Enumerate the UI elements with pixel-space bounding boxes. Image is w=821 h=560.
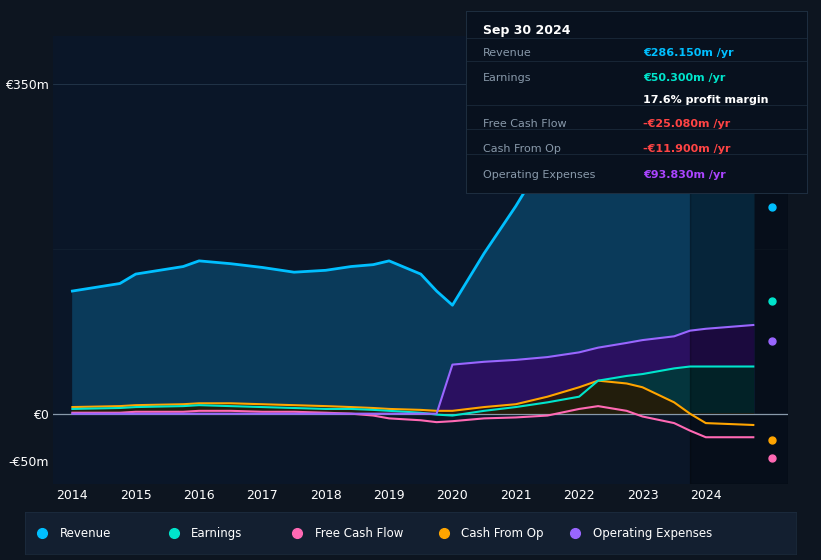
- Text: €286.150m /yr: €286.150m /yr: [644, 48, 734, 58]
- Text: €50.300m /yr: €50.300m /yr: [644, 73, 726, 83]
- Text: 17.6% profit margin: 17.6% profit margin: [644, 95, 769, 105]
- Text: Earnings: Earnings: [191, 527, 243, 540]
- Text: Free Cash Flow: Free Cash Flow: [314, 527, 403, 540]
- Text: Sep 30 2024: Sep 30 2024: [484, 24, 571, 37]
- Text: -€11.900m /yr: -€11.900m /yr: [644, 144, 731, 154]
- Text: Free Cash Flow: Free Cash Flow: [484, 119, 567, 129]
- Text: Operating Expenses: Operating Expenses: [593, 527, 712, 540]
- Text: -€25.080m /yr: -€25.080m /yr: [644, 119, 731, 129]
- Text: Earnings: Earnings: [484, 73, 532, 83]
- Text: Revenue: Revenue: [60, 527, 112, 540]
- Text: Revenue: Revenue: [484, 48, 532, 58]
- Text: Operating Expenses: Operating Expenses: [484, 170, 596, 180]
- Text: Cash From Op: Cash From Op: [484, 144, 562, 154]
- Text: Cash From Op: Cash From Op: [461, 527, 544, 540]
- Text: €93.830m /yr: €93.830m /yr: [644, 170, 727, 180]
- Bar: [690, 36, 788, 484]
